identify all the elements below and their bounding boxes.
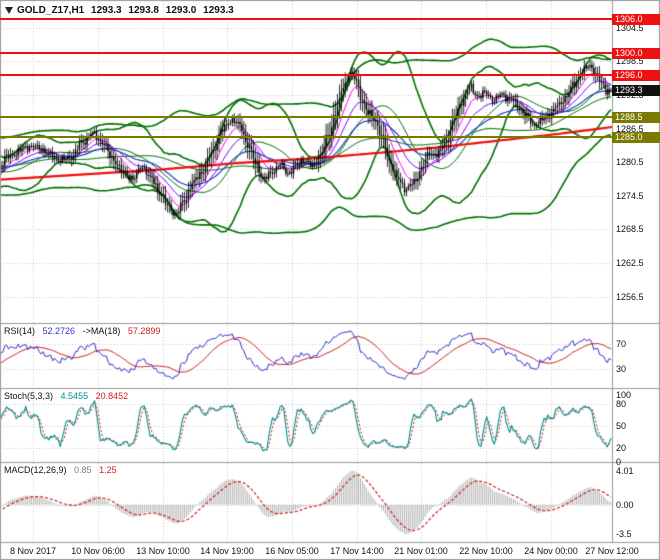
rsi-label: RSI(14) 52.2726 ->MA(18) 57.2899	[4, 326, 165, 336]
support-line[interactable]	[0, 116, 612, 119]
macd-label: MACD(12,26,9) 0.85 1.25	[4, 465, 122, 475]
time-axis-label: 22 Nov 10:00	[459, 546, 513, 556]
resistance-line[interactable]	[0, 74, 612, 77]
time-axis-label: 13 Nov 10:00	[136, 546, 190, 556]
chart-symbol-icon	[5, 7, 13, 14]
time-axis-label: 17 Nov 14:00	[330, 546, 384, 556]
price-axis-tick: 1304.5	[616, 22, 644, 33]
resistance-price-label: 1306.0	[612, 13, 660, 25]
stoch-axis-tick: 100	[616, 390, 632, 400]
price-axis-tick: 1262.5	[616, 258, 644, 269]
rsi-axis-tick: 30	[616, 364, 627, 375]
stoch-axis-tick: 80	[616, 399, 627, 410]
resistance-line[interactable]	[0, 18, 612, 21]
ohlc-close: 1293.3	[203, 5, 234, 16]
price-axis-tick: 1298.5	[616, 56, 644, 67]
time-axis-label: 10 Nov 06:00	[71, 546, 125, 556]
macd-axis-tick: 0.00	[616, 499, 634, 510]
time-axis-label: 27 Nov 12:00	[585, 546, 639, 556]
time-axis-label: 21 Nov 01:00	[394, 546, 448, 556]
stoch-k-value: 4.5455	[60, 391, 89, 401]
ohlc-high: 1293.8	[128, 5, 159, 16]
macd-value: 0.85	[74, 465, 92, 475]
macd-axis-tick: -3.5	[616, 529, 632, 540]
resistance-price-label: 1296.0	[612, 69, 660, 81]
current-price-price-label: 1293.3	[612, 85, 660, 97]
macd-axis-tick: 4.01	[616, 465, 634, 476]
price-axis-tick: 1286.5	[616, 123, 644, 134]
stoch-name: Stoch(5,3,3)	[4, 391, 54, 401]
stochastic-label: Stoch(5,3,3) 4.5455 20.8452	[4, 391, 133, 401]
rsi-name: RSI(14)	[4, 326, 36, 336]
resistance-price-label: 1300.0	[612, 47, 660, 59]
time-axis-label: 16 Nov 05:00	[265, 546, 319, 556]
rsi-axis-tick: 70	[616, 338, 627, 349]
ohlc-open: 1293.3	[91, 5, 122, 16]
rsi-ma-name: ->MA(18)	[82, 326, 121, 336]
rsi-value: 52.2726	[42, 326, 76, 336]
macd-name: MACD(12,26,9)	[4, 465, 67, 475]
stoch-axis-tick: 0	[616, 457, 622, 467]
time-axis[interactable]: 8 Nov 2017 10 Nov 06:00 13 Nov 10:00 14 Nov…	[0, 544, 660, 560]
time-axis-label: 8 Nov 2017	[9, 546, 57, 556]
price-axis-tick: 1274.5	[616, 190, 644, 201]
support-price-label: 1285.0	[612, 131, 660, 143]
price-axis-tick: 1256.5	[616, 291, 644, 302]
time-axis-label: 24 Nov 00:00	[524, 546, 578, 556]
stoch-d-value: 20.8452	[95, 391, 129, 401]
time-axis-label: 14 Nov 19:00	[200, 546, 254, 556]
price-axis-tick: 1280.5	[616, 157, 644, 168]
chart-title: GOLD_Z17,H1 1293.3 1293.8 1293.0 1293.3	[17, 5, 238, 16]
price-scale[interactable]: 1304.51298.51292.51286.51280.51274.51268…	[612, 0, 660, 543]
price-axis-tick: 1268.5	[616, 224, 644, 235]
resistance-line[interactable]	[0, 52, 612, 55]
stoch-axis-tick: 20	[616, 442, 627, 453]
macd-signal-value: 1.25	[99, 465, 117, 475]
support-price-label: 1288.5	[612, 111, 660, 123]
symbol-period-label: GOLD_Z17,H1	[17, 5, 85, 16]
stoch-axis-tick: 50	[616, 421, 627, 431]
ohlc-low: 1293.0	[165, 5, 197, 16]
support-line[interactable]	[0, 136, 612, 139]
rsi-ma-value: 57.2899	[127, 326, 161, 336]
